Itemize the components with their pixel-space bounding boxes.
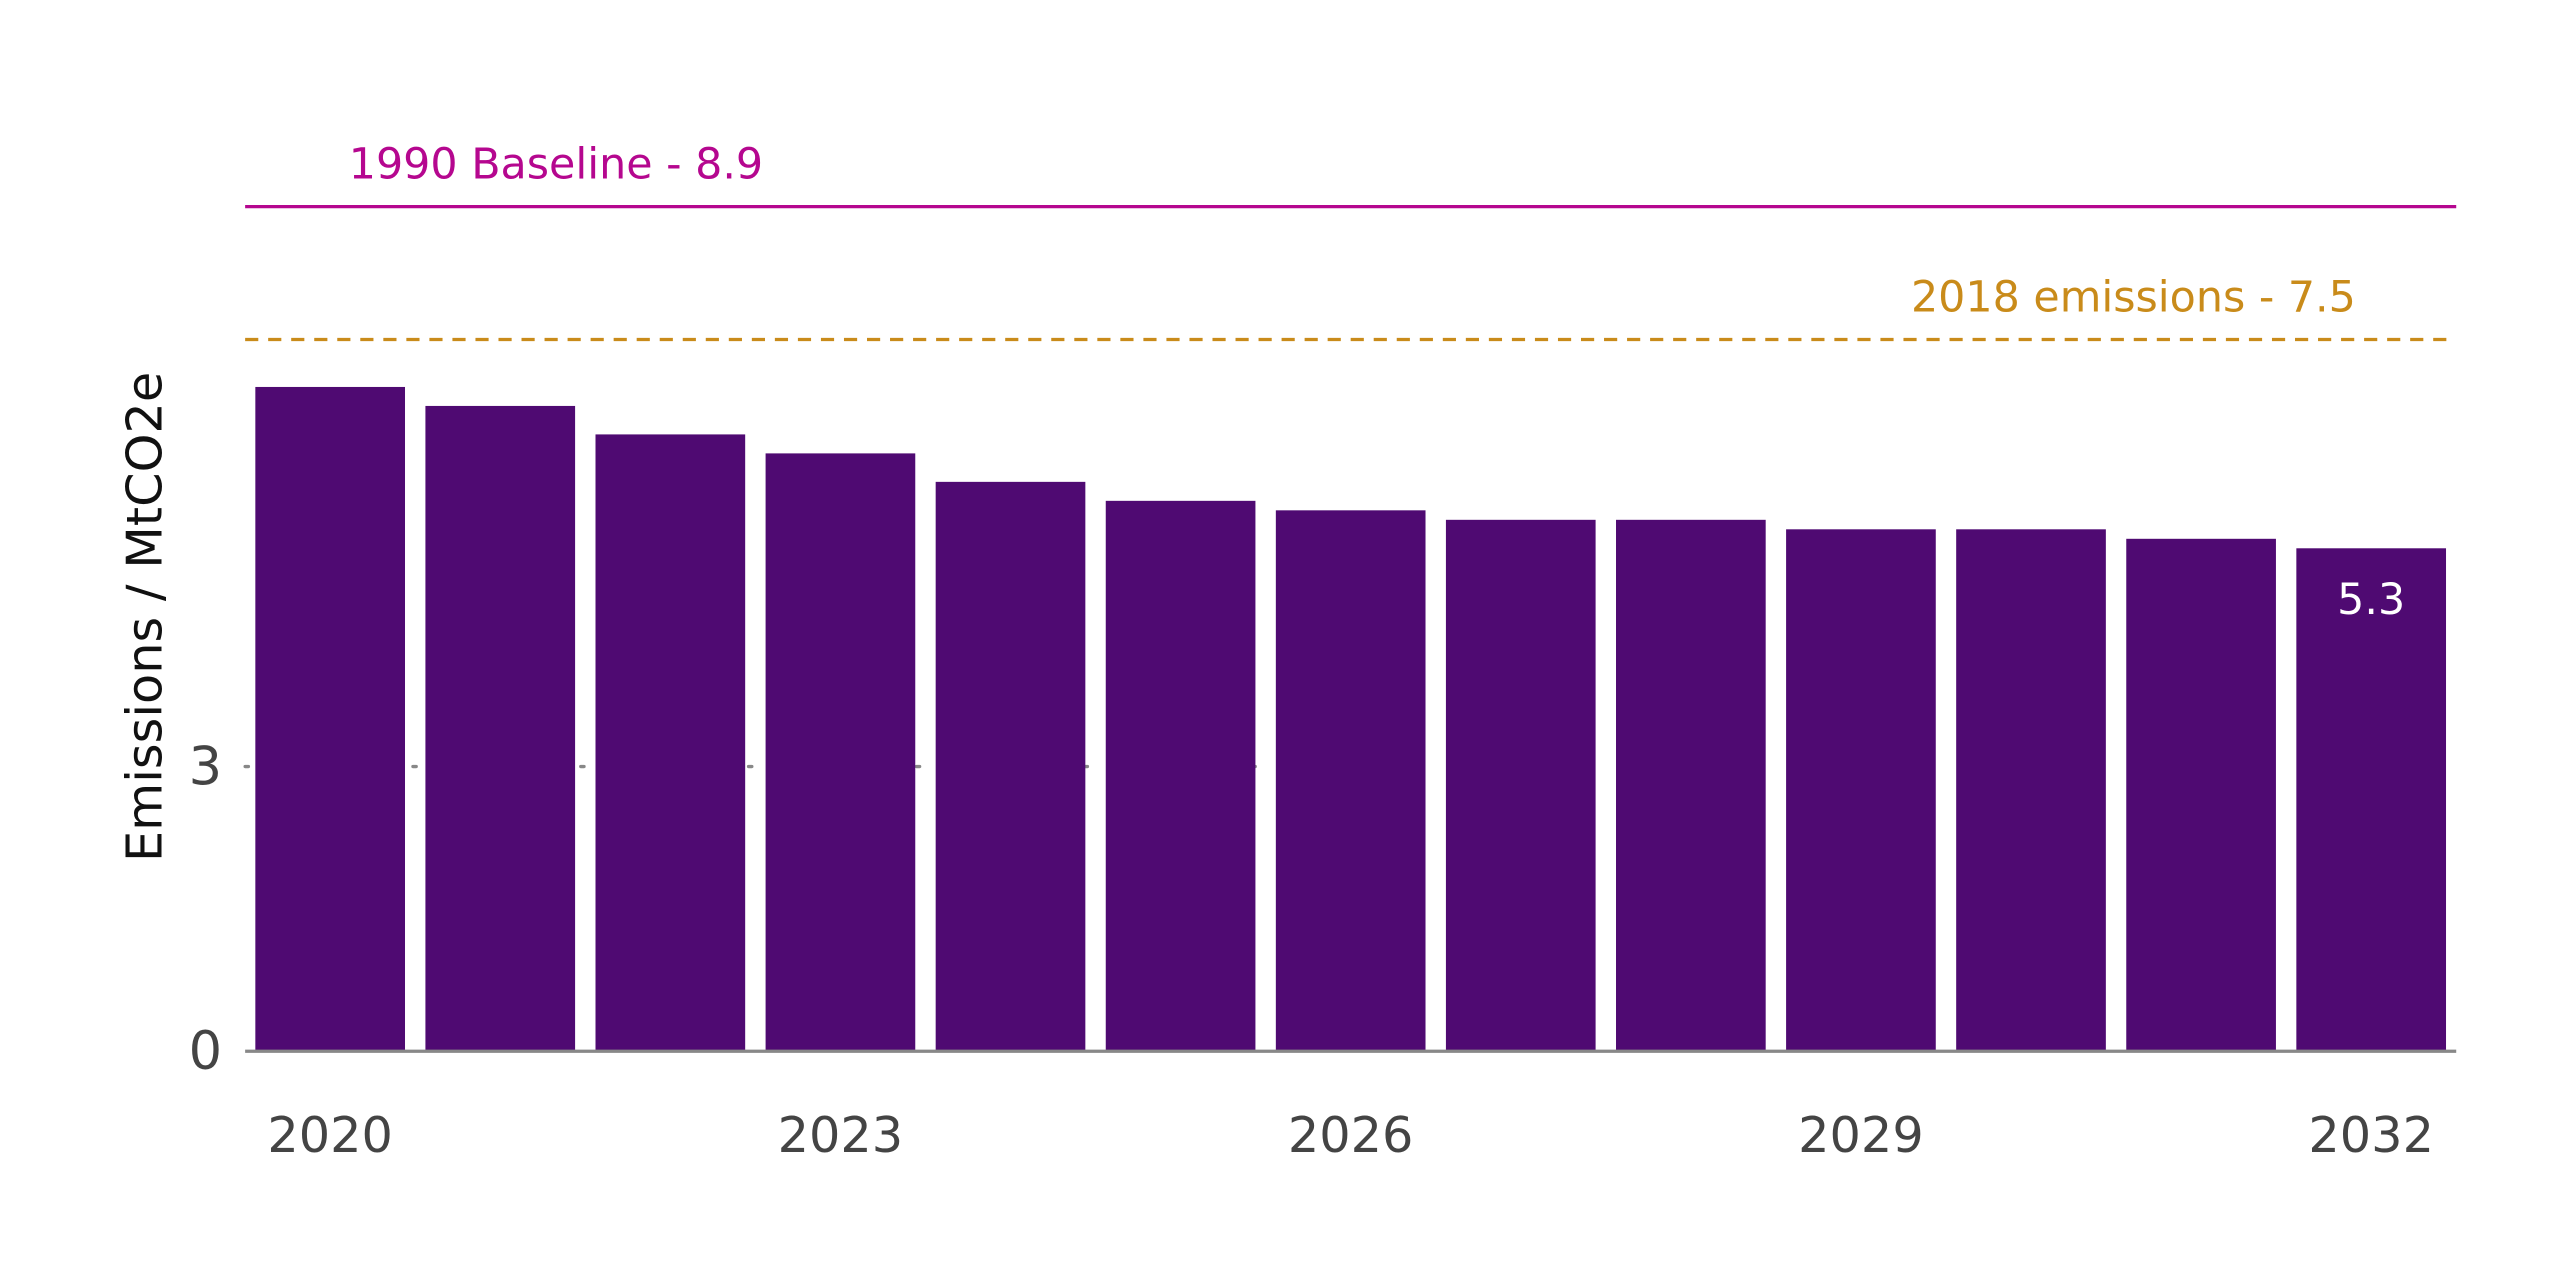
- x-tick-label: 2026: [1288, 1106, 1414, 1164]
- reference-label: 1990 Baseline - 8.9: [349, 140, 763, 190]
- y-tick-label: 0: [189, 1021, 222, 1082]
- bar: [935, 481, 1086, 1052]
- bar: [425, 405, 576, 1052]
- y-tick-label: 3: [189, 736, 222, 797]
- bar: [1956, 529, 2106, 1052]
- bar: [1105, 500, 1256, 1052]
- bar: [255, 386, 406, 1052]
- bar: [765, 453, 916, 1052]
- data-label: 5.3: [2337, 575, 2405, 625]
- x-tick-label: 2029: [1798, 1106, 1924, 1164]
- x-tick-label: 2020: [267, 1106, 393, 1164]
- bar: [1275, 510, 1426, 1052]
- x-tick-label: 2023: [778, 1106, 904, 1164]
- reference-label: 2018 emissions - 7.5: [1911, 273, 2356, 323]
- bar: [1445, 519, 1596, 1052]
- bar: [2296, 548, 2447, 1052]
- bar: [595, 434, 746, 1052]
- bar: [1616, 519, 1766, 1052]
- x-tick-label: 2032: [2308, 1106, 2434, 1164]
- y-axis-label: Emissions / MtCO2e: [116, 372, 174, 862]
- bar: [1786, 529, 1936, 1052]
- bar: [2126, 538, 2276, 1052]
